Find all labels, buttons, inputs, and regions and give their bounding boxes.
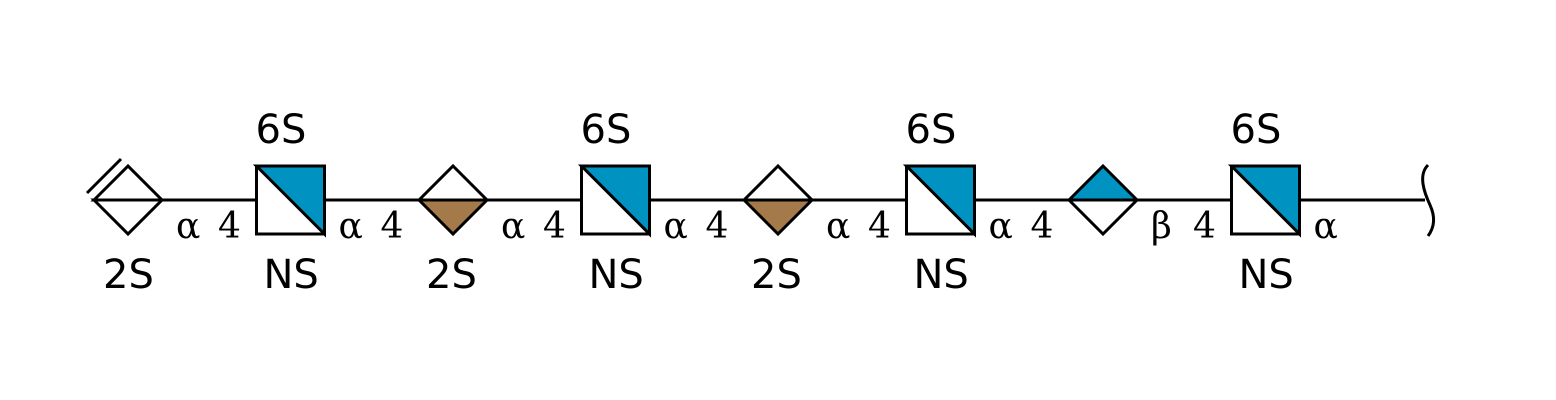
glcnac-outline — [580, 164, 651, 236]
modification-top-2: 6S — [256, 107, 307, 153]
linkage-anomer-2: α — [339, 206, 363, 247]
residue-4 — [577, 164, 651, 238]
modification-bottom-5: 2S — [751, 252, 802, 298]
reducing-end-anomer: α — [1314, 206, 1338, 247]
modification-top-4: 6S — [581, 107, 632, 153]
residue-3 — [415, 163, 491, 237]
residue-8 — [1227, 164, 1301, 238]
linkage-anomer-1: α — [176, 206, 200, 247]
double-bond-icon — [85, 157, 123, 195]
glca-top-half — [1065, 163, 1141, 202]
linkage-position-3: 4 — [543, 206, 566, 247]
idoa-bottom-half — [740, 198, 816, 237]
residue-2 — [252, 164, 326, 238]
residue-5 — [740, 163, 816, 237]
residue-6 — [902, 164, 976, 238]
linkage-position-5: 4 — [868, 206, 891, 247]
idoa-top-half — [415, 163, 491, 202]
modification-bottom-3: 2S — [426, 252, 477, 298]
wavy-bracket-icon — [1421, 163, 1436, 237]
diamond-bottom-half — [90, 198, 166, 237]
residue-chain — [85, 157, 1301, 238]
linkage-anomer-6: α — [989, 206, 1013, 247]
glcnac-outline — [905, 164, 976, 236]
residue-7 — [1065, 163, 1141, 237]
linkage-anomer-3: α — [501, 206, 525, 247]
modification-top-8: 6S — [1231, 107, 1282, 153]
modification-bottom-8: NS — [1239, 252, 1294, 298]
modification-top-6: 6S — [906, 107, 957, 153]
modification-bottom-1: 2S — [103, 252, 154, 298]
modification-bottom-4: NS — [589, 252, 644, 298]
idoa-top-half — [740, 163, 816, 202]
residue-1 — [85, 157, 166, 237]
linkage-position-1: 4 — [218, 206, 241, 247]
idoa-bottom-half — [415, 198, 491, 237]
modification-bottom-2: NS — [264, 252, 319, 298]
linkage-anomer-5: α — [826, 206, 850, 247]
linkage-position-4: 4 — [706, 206, 729, 247]
glcnac-outline — [1230, 164, 1301, 236]
modification-bottom-6: NS — [914, 252, 969, 298]
linkage-position-7: 4 — [1193, 206, 1216, 247]
glca-bottom-half — [1065, 198, 1141, 237]
linkage-position-2: 4 — [381, 206, 404, 247]
glcnac-outline — [255, 164, 326, 236]
diamond-top-half — [90, 163, 166, 202]
linkage-anomer-4: α — [664, 206, 688, 247]
linkage-position-6: 4 — [1031, 206, 1054, 247]
linkage-anomer-7: β — [1151, 206, 1172, 247]
